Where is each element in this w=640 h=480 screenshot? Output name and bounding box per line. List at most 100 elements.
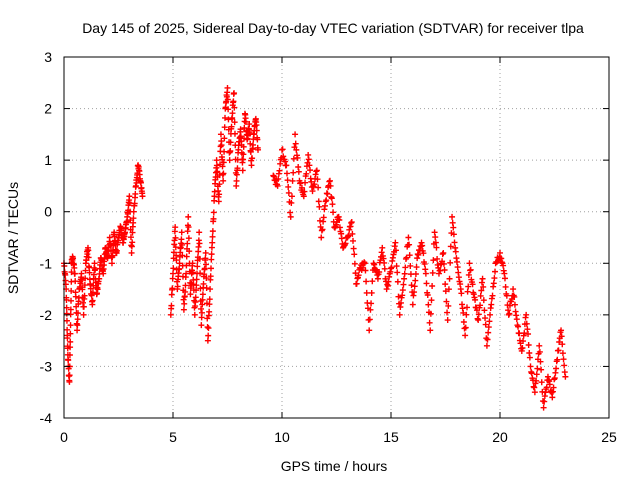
data-point xyxy=(443,298,450,305)
data-point xyxy=(169,285,176,292)
data-point xyxy=(208,251,215,258)
data-point xyxy=(311,181,318,188)
data-point xyxy=(253,127,260,134)
data-point xyxy=(555,347,562,354)
data-point xyxy=(526,354,533,361)
data-point xyxy=(191,297,198,304)
axis-ticks: 0 5 10 15 20 25 -4 -3 -2 -1 0 1 2 3 xyxy=(40,49,617,445)
data-point xyxy=(178,229,185,236)
data-point xyxy=(198,305,205,312)
data-point xyxy=(71,270,78,277)
data-point xyxy=(201,265,208,272)
data-point xyxy=(447,259,454,266)
data-point xyxy=(562,373,569,380)
data-point xyxy=(316,203,323,210)
data-point xyxy=(429,269,436,276)
data-point xyxy=(463,311,470,318)
data-point xyxy=(560,356,567,363)
data-point xyxy=(355,272,362,279)
data-point xyxy=(379,244,386,251)
data-point xyxy=(74,327,81,334)
data-point xyxy=(255,146,262,153)
data-point xyxy=(429,283,436,290)
data-point xyxy=(182,282,189,289)
data-point xyxy=(185,224,192,231)
data-point xyxy=(413,264,420,271)
data-point xyxy=(309,188,316,195)
data-point xyxy=(477,302,484,309)
x-tick-label: 20 xyxy=(492,429,508,445)
data-point xyxy=(314,176,321,183)
data-point xyxy=(81,282,88,289)
data-point xyxy=(139,193,146,200)
data-point xyxy=(406,241,413,248)
data-point xyxy=(483,342,490,349)
data-point xyxy=(88,292,95,299)
data-point xyxy=(469,281,476,288)
data-point xyxy=(460,319,467,325)
data-point xyxy=(221,148,228,155)
data-point xyxy=(221,124,228,131)
data-point xyxy=(193,282,200,289)
y-tick-label: 3 xyxy=(44,49,52,65)
data-point xyxy=(78,277,85,284)
data-point xyxy=(80,303,87,310)
data-point xyxy=(351,251,358,258)
data-point xyxy=(220,177,227,184)
y-tick-label: 0 xyxy=(44,204,52,220)
data-point xyxy=(511,301,518,308)
data-point xyxy=(82,275,89,282)
data-point xyxy=(210,209,217,216)
data-point xyxy=(367,306,374,313)
data-point xyxy=(402,264,409,271)
data-point xyxy=(445,302,452,309)
y-axis-label: SDTVAR / TECUs xyxy=(5,182,21,294)
data-point xyxy=(185,235,192,242)
data-point xyxy=(82,267,89,274)
data-point xyxy=(209,228,216,235)
data-point xyxy=(210,215,217,222)
data-point xyxy=(329,201,336,208)
data-point xyxy=(85,254,92,261)
data-point xyxy=(172,234,179,241)
data-point xyxy=(485,324,492,331)
data-point xyxy=(396,311,403,318)
data-point xyxy=(288,193,295,200)
data-point xyxy=(209,233,216,240)
data-point xyxy=(240,143,247,150)
data-point xyxy=(520,338,527,345)
data-point xyxy=(109,252,116,259)
data-point xyxy=(403,254,410,261)
data-point xyxy=(293,146,300,153)
data-point xyxy=(75,310,82,317)
data-point xyxy=(203,275,210,282)
data-point xyxy=(292,131,299,138)
data-point xyxy=(409,301,416,308)
data-point xyxy=(183,270,190,277)
data-point xyxy=(363,278,370,285)
data-point xyxy=(187,291,194,298)
data-point xyxy=(184,240,191,247)
data-point xyxy=(89,297,96,304)
data-point xyxy=(400,281,407,288)
data-point xyxy=(66,378,73,385)
data-point xyxy=(126,193,133,200)
data-point xyxy=(301,188,308,195)
data-point xyxy=(461,325,468,332)
data-point xyxy=(315,198,322,205)
data-point xyxy=(81,292,88,299)
data-point xyxy=(484,336,491,343)
data-point xyxy=(447,243,454,250)
data-point xyxy=(207,265,214,272)
data-point xyxy=(497,249,503,256)
series-tlpa-segment-2 xyxy=(167,84,262,344)
data-point xyxy=(283,170,290,177)
data-point xyxy=(525,331,532,338)
data-point xyxy=(351,260,358,267)
data-point xyxy=(465,271,472,278)
data-point xyxy=(492,268,499,275)
data-point xyxy=(368,289,375,296)
data-point xyxy=(511,293,518,300)
data-point xyxy=(208,256,215,263)
data-point xyxy=(240,151,247,158)
